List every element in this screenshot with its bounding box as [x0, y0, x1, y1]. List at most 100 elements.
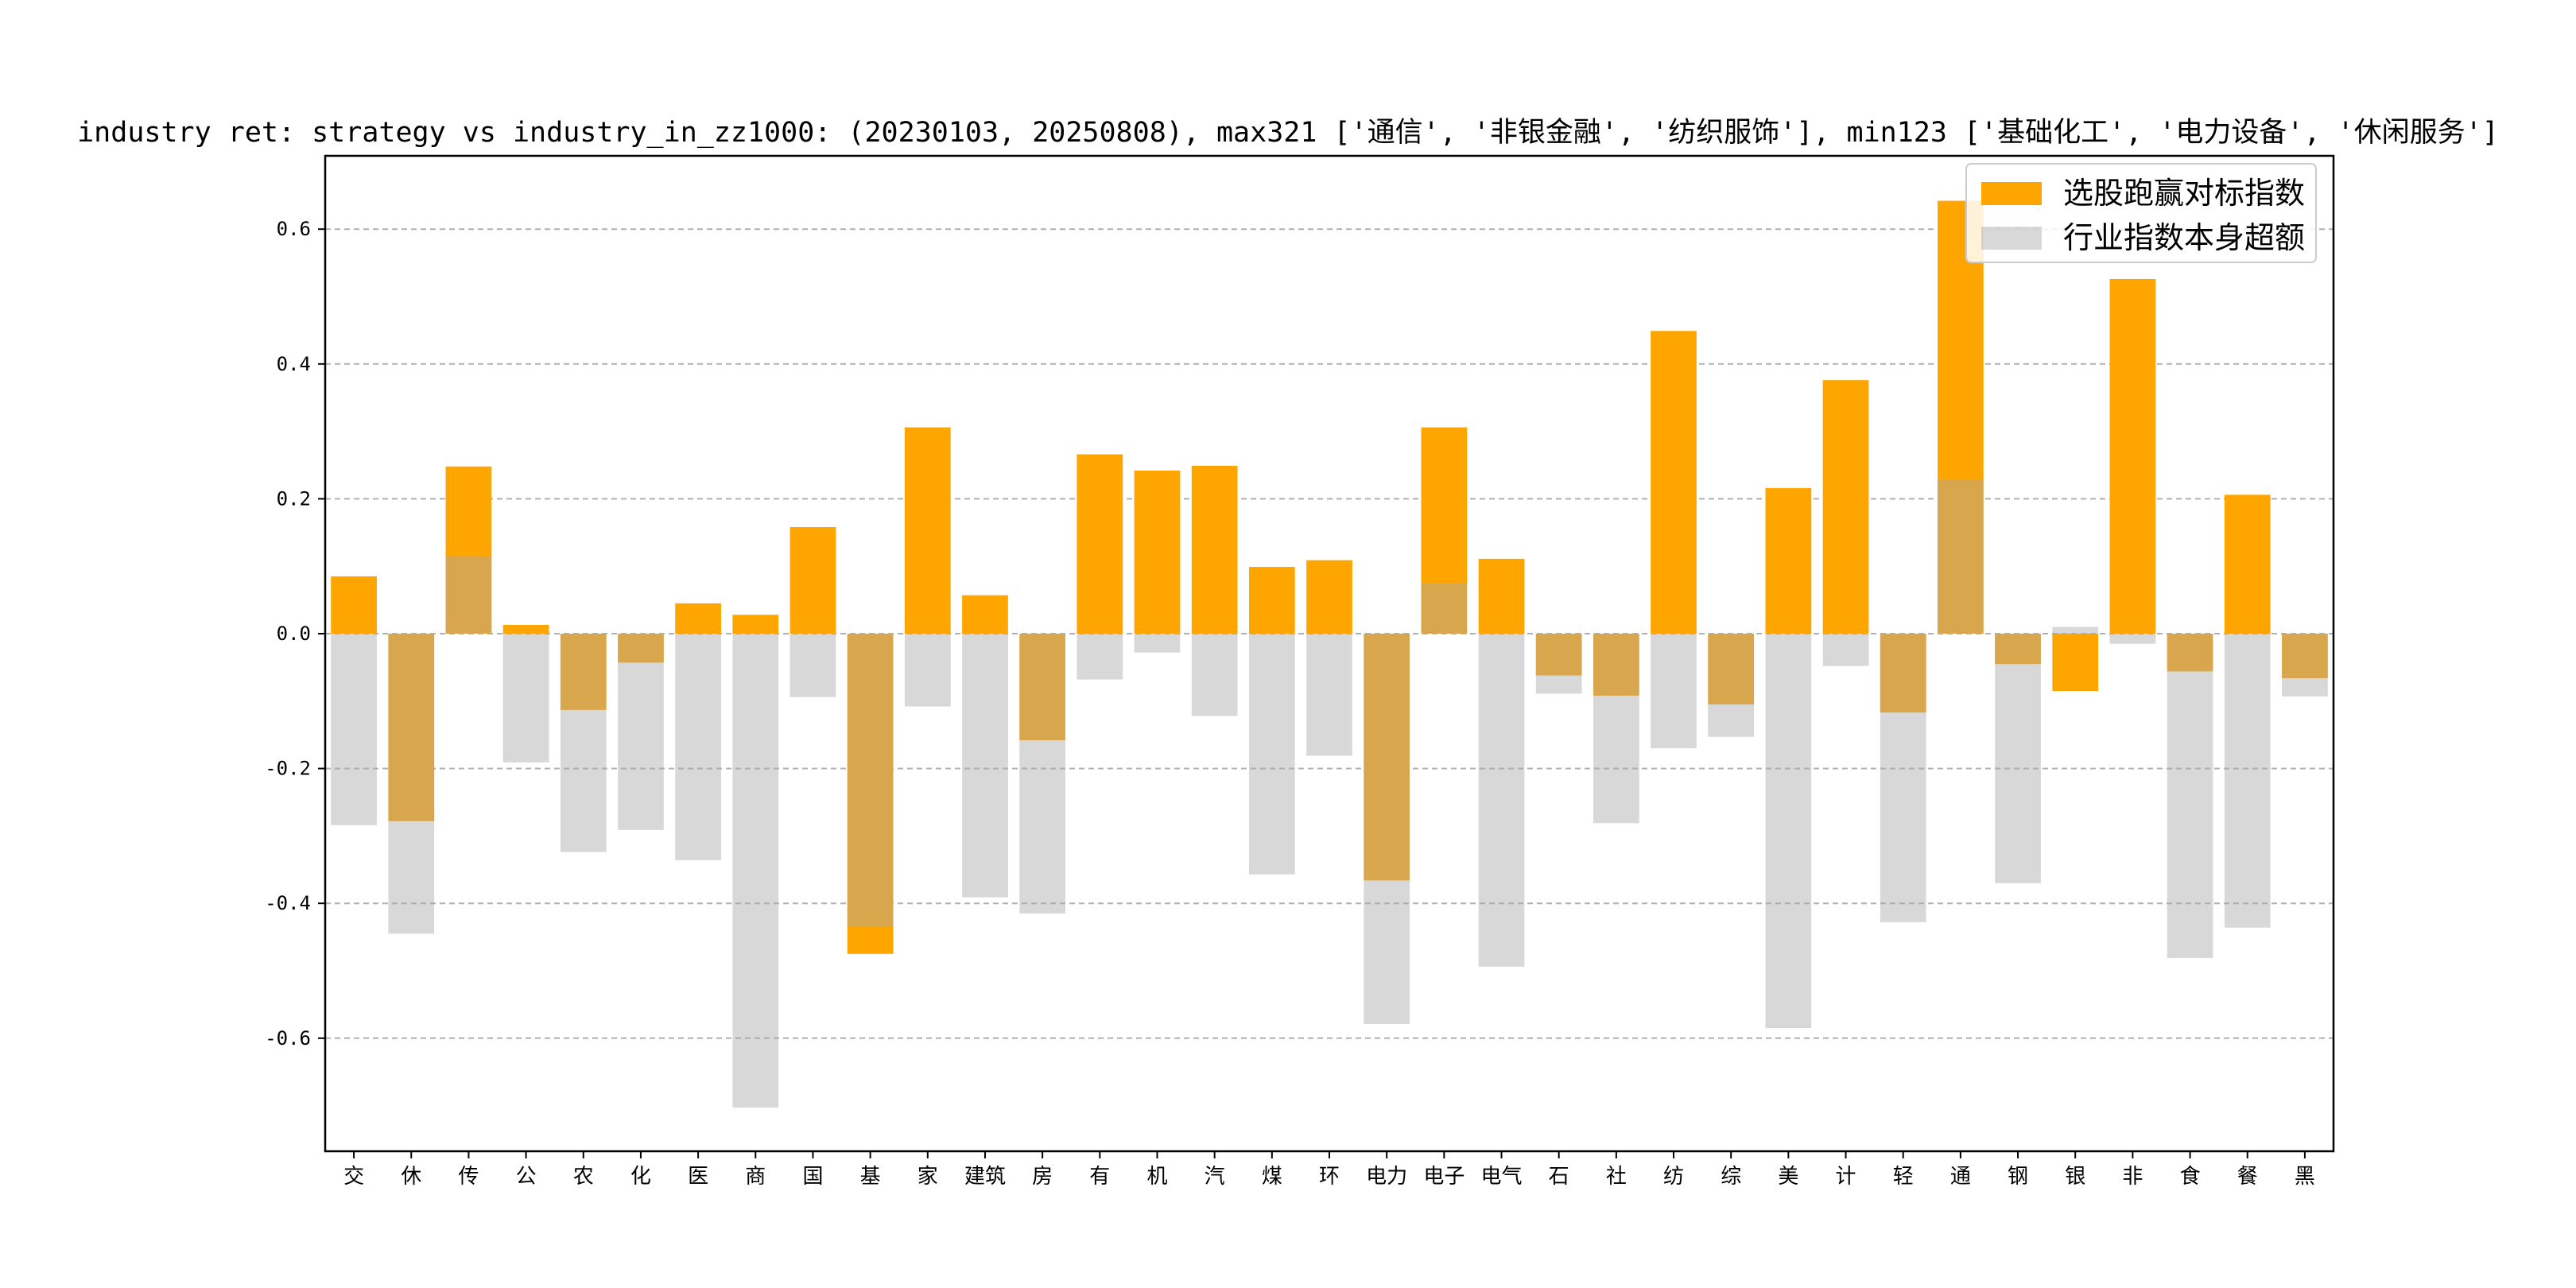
- x-tick-label: 交: [343, 1165, 364, 1189]
- bar-strategy: [1822, 380, 1869, 634]
- x-tick-label: 有: [1089, 1165, 1110, 1189]
- bar-industry: [388, 634, 435, 934]
- bar-industry: [1651, 634, 1697, 749]
- y-tick-label: 0.6: [277, 218, 311, 240]
- y-tick-label: -0.4: [265, 892, 311, 914]
- x-tick-label: 机: [1146, 1165, 1167, 1189]
- y-tick-label: 0.4: [277, 353, 311, 375]
- bar-industry: [1077, 634, 1123, 680]
- bar-industry: [904, 634, 951, 707]
- legend-frame: [1965, 163, 2317, 263]
- bar-strategy: [560, 634, 607, 710]
- x-tick-label: 煤: [1262, 1165, 1282, 1189]
- x-tick-label: 汽: [1205, 1165, 1225, 1189]
- legend: 选股跑赢对标指数 行业指数本身超额: [1965, 163, 2317, 263]
- bar-strategy: [1019, 634, 1066, 740]
- x-tick-label: 家: [918, 1165, 938, 1189]
- bar-strategy: [1765, 487, 1812, 634]
- bar-industry: [331, 634, 377, 825]
- bar-strategy: [1995, 634, 2041, 665]
- bars: [331, 200, 2328, 1108]
- bar-strategy: [1938, 200, 1984, 634]
- legend-label-strategy: 选股跑赢对标指数: [2063, 176, 2305, 211]
- x-tick-label: 环: [1319, 1165, 1340, 1189]
- bar-industry: [1535, 634, 1582, 694]
- y-tick-label: 0.2: [277, 487, 311, 510]
- legend-label-industry: 行业指数本身超额: [2063, 220, 2305, 255]
- x-tick-label: 非: [2122, 1165, 2143, 1189]
- legend-swatch-strategy: [1981, 182, 2042, 205]
- bar-strategy: [675, 603, 721, 634]
- x-tick-label: 农: [573, 1165, 594, 1189]
- y-tick-label: -0.2: [265, 758, 311, 780]
- bar-industry: [2224, 634, 2271, 928]
- bar-strategy: [847, 634, 894, 954]
- x-tick-label: 电子: [1423, 1165, 1465, 1189]
- bar-strategy: [904, 427, 951, 634]
- bar-strategy: [1248, 567, 1295, 634]
- bar-strategy: [1421, 427, 1468, 634]
- y-tick-label: -0.6: [265, 1027, 311, 1049]
- bar-strategy: [732, 615, 779, 634]
- bar-strategy: [2109, 278, 2156, 634]
- bar-industry: [1708, 634, 1755, 737]
- bar-industry: [2167, 634, 2213, 958]
- bar-industry: [1478, 634, 1525, 967]
- x-tick-label: 公: [516, 1165, 537, 1189]
- chart-title: industry ret: strategy vs industry_in_zz…: [77, 117, 2499, 149]
- x-tick-label: 轻: [1893, 1165, 1914, 1189]
- x-tick-label: 化: [630, 1165, 651, 1189]
- bar-strategy: [388, 634, 435, 821]
- bar-strategy: [331, 576, 377, 634]
- bar-strategy: [2167, 634, 2213, 672]
- bar-industry: [1248, 634, 1295, 875]
- bar-strategy: [1077, 454, 1123, 634]
- legend-swatch-industry: [1981, 227, 2042, 250]
- x-tick-label: 通: [1950, 1165, 1971, 1189]
- x-tick-label: 钢: [2008, 1165, 2028, 1189]
- bar-industry: [732, 634, 779, 1108]
- bar-industry: [1765, 634, 1812, 1029]
- bar-strategy: [1593, 634, 1639, 696]
- x-tick-label: 房: [1032, 1165, 1053, 1189]
- x-tick-label: 国: [802, 1165, 823, 1189]
- bar-strategy: [502, 624, 549, 634]
- bar-strategy: [1364, 634, 1410, 881]
- plot-frame: [324, 154, 2335, 1153]
- bar-industry: [1880, 634, 1926, 922]
- x-tick-label: 商: [745, 1165, 766, 1189]
- bar-strategy: [1191, 465, 1238, 634]
- bar-industry: [2052, 627, 2099, 634]
- x-tick-label: 电力: [1366, 1165, 1407, 1189]
- bar-strategy: [2052, 634, 2099, 692]
- bar-industry: [789, 634, 836, 697]
- bar-industry: [560, 634, 607, 852]
- bar-strategy: [2224, 495, 2271, 634]
- bar-industry: [1593, 634, 1639, 824]
- bar-industry: [2282, 634, 2328, 696]
- bar-industry: [675, 634, 721, 860]
- bar-industry: [1938, 479, 1984, 634]
- x-tick-label: 综: [1721, 1165, 1741, 1189]
- bar-industry: [1306, 634, 1352, 756]
- bar-industry: [847, 634, 894, 927]
- x-tick-label: 美: [1778, 1165, 1798, 1189]
- x-tick-label: 电气: [1481, 1165, 1523, 1189]
- x-tick-label: 基: [860, 1165, 881, 1189]
- bar-strategy: [1708, 634, 1755, 705]
- x-tick-label: 餐: [2237, 1165, 2258, 1189]
- x-tick-label: 社: [1606, 1165, 1627, 1189]
- bar-industry: [962, 634, 1008, 898]
- x-tick-label: 休: [401, 1165, 421, 1189]
- x-tick-label: 银: [2065, 1165, 2085, 1189]
- x-tick-label: 石: [1549, 1165, 1569, 1189]
- bar-strategy: [1535, 634, 1582, 676]
- x-tick-label: 医: [688, 1165, 708, 1189]
- bar-strategy: [2282, 634, 2328, 678]
- bar-industry: [1995, 634, 2041, 883]
- bar-industry: [2109, 634, 2156, 644]
- bar-strategy: [1880, 634, 1926, 713]
- bar-industry: [1822, 634, 1869, 666]
- bar-strategy: [962, 595, 1008, 634]
